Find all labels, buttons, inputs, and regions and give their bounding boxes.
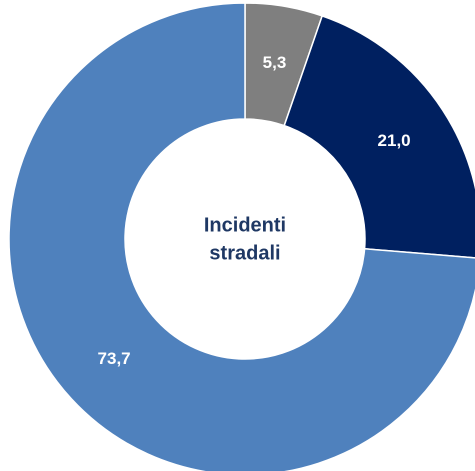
center-label: stradali	[209, 242, 280, 264]
value-label: 5,3	[263, 53, 287, 72]
slices	[8, 2, 475, 471]
slice	[8, 2, 475, 471]
value-label: 21,0	[378, 131, 411, 150]
center-label: Incidenti	[204, 214, 286, 236]
value-label: 73,7	[98, 349, 131, 368]
slice	[283, 15, 475, 259]
